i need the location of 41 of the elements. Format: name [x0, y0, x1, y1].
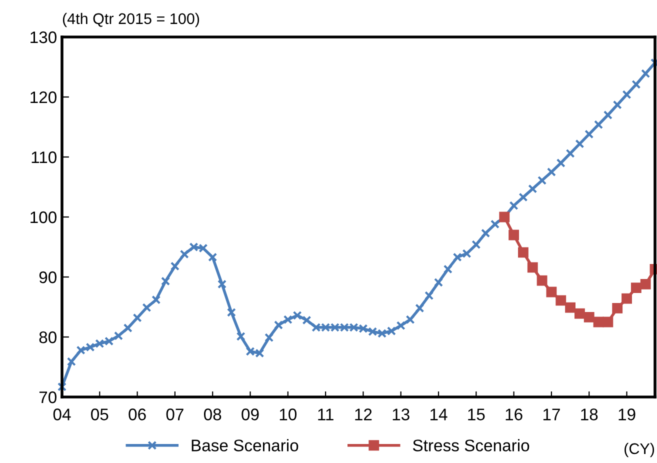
text: (4th Qtr 2015 = 100) [62, 12, 200, 28]
y-tick-label: 70 [39, 391, 56, 404]
point [630, 282, 642, 294]
y-tick-label: 120 [30, 91, 56, 104]
x-tick-label: 05 [91, 408, 108, 420]
point [508, 230, 520, 240]
y-tick-label: 110 [32, 151, 56, 164]
point [622, 293, 632, 304]
x-tick-label: 07 [166, 408, 184, 420]
point [565, 302, 576, 313]
y-tick-label: 80 [39, 331, 56, 344]
x-tick-label: 18 [581, 408, 598, 420]
x-tick-label: 12 [355, 408, 372, 420]
y-tick-label: 90 [39, 271, 56, 284]
legend-label: Base Scenario [192, 439, 298, 452]
x-tick-label: 19 [618, 408, 636, 420]
point [612, 302, 623, 314]
text: (CY) [624, 442, 654, 458]
point [536, 275, 548, 286]
x-tick-label: 08 [204, 408, 222, 420]
x-tick-label: 14 [430, 408, 448, 420]
point [527, 262, 538, 273]
x-tick-label: 11 [318, 408, 334, 420]
point [602, 316, 614, 328]
point [546, 286, 557, 298]
y-tick-label: 130 [30, 31, 56, 44]
point [584, 312, 594, 322]
x-tick-label: 17 [543, 408, 560, 420]
x-tick-label: 09 [242, 408, 259, 420]
x-tick-label: 06 [128, 408, 146, 420]
point [556, 295, 566, 306]
x-tick-label: 10 [280, 408, 297, 420]
point [574, 308, 585, 319]
x-tick-label: 15 [468, 408, 485, 420]
point [640, 278, 651, 290]
x-tick-label: 16 [506, 408, 522, 420]
x-tick-label: 13 [392, 408, 410, 420]
y-tick-label: 100 [30, 211, 56, 224]
x-tick-label: 04 [53, 408, 71, 420]
point [518, 247, 528, 258]
legend-label: Stress Scenario [412, 439, 530, 452]
